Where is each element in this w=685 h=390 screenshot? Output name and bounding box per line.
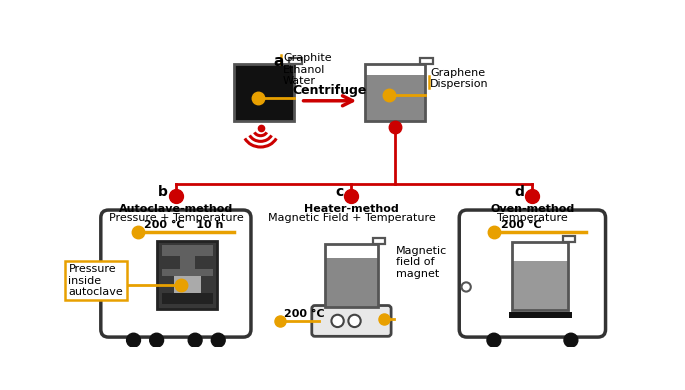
Circle shape xyxy=(150,333,164,347)
Bar xyxy=(158,241,217,308)
Bar xyxy=(563,236,575,242)
Bar xyxy=(365,64,425,121)
Text: Heater-method: Heater-method xyxy=(304,204,399,214)
Bar xyxy=(234,64,295,121)
Bar xyxy=(512,242,568,310)
FancyBboxPatch shape xyxy=(101,210,251,337)
Bar xyxy=(162,269,213,276)
Bar xyxy=(179,256,195,290)
FancyBboxPatch shape xyxy=(459,210,606,337)
Circle shape xyxy=(211,333,225,347)
Circle shape xyxy=(349,315,361,327)
Bar xyxy=(512,242,568,310)
Text: 200 °C: 200 °C xyxy=(284,309,325,319)
Text: Magnetic
field of
magnet: Magnetic field of magnet xyxy=(396,246,447,279)
Bar xyxy=(365,64,425,121)
Text: Pressure + Temperature: Pressure + Temperature xyxy=(108,213,243,223)
Text: a: a xyxy=(273,55,284,69)
Circle shape xyxy=(103,282,112,292)
Text: Centrifuge: Centrifuge xyxy=(292,84,367,97)
FancyArrowPatch shape xyxy=(303,96,353,106)
Circle shape xyxy=(127,333,140,347)
Text: Oven-method: Oven-method xyxy=(490,204,575,214)
Text: Magnetic Field + Temperature: Magnetic Field + Temperature xyxy=(268,213,436,223)
Bar xyxy=(289,58,302,64)
Text: b: b xyxy=(158,184,169,199)
Text: 200 °C: 200 °C xyxy=(501,220,541,230)
Text: d: d xyxy=(515,184,525,199)
Circle shape xyxy=(188,333,202,347)
Text: Autoclave-method: Autoclave-method xyxy=(119,204,233,214)
Bar xyxy=(512,261,568,310)
Bar xyxy=(173,276,201,293)
Bar xyxy=(234,64,295,121)
Circle shape xyxy=(487,333,501,347)
Circle shape xyxy=(462,282,471,292)
Bar xyxy=(325,258,377,307)
Text: Graphite
Ethanol
Water: Graphite Ethanol Water xyxy=(283,53,332,86)
Text: 200 °C   10 h: 200 °C 10 h xyxy=(144,220,223,230)
Bar xyxy=(508,312,572,318)
Bar xyxy=(373,238,384,244)
FancyBboxPatch shape xyxy=(312,305,391,336)
Text: Pressure
inside
autoclave: Pressure inside autoclave xyxy=(68,264,123,297)
Text: Temperature: Temperature xyxy=(497,213,568,223)
Circle shape xyxy=(332,315,344,327)
Bar xyxy=(234,64,295,121)
Bar xyxy=(162,245,213,256)
Circle shape xyxy=(564,333,578,347)
Text: c: c xyxy=(336,184,344,199)
Bar xyxy=(365,75,425,121)
Text: Graphene
Dispersion: Graphene Dispersion xyxy=(430,67,488,89)
Bar xyxy=(325,244,377,307)
Bar xyxy=(162,293,213,304)
Bar xyxy=(325,244,377,307)
Bar xyxy=(420,58,434,64)
